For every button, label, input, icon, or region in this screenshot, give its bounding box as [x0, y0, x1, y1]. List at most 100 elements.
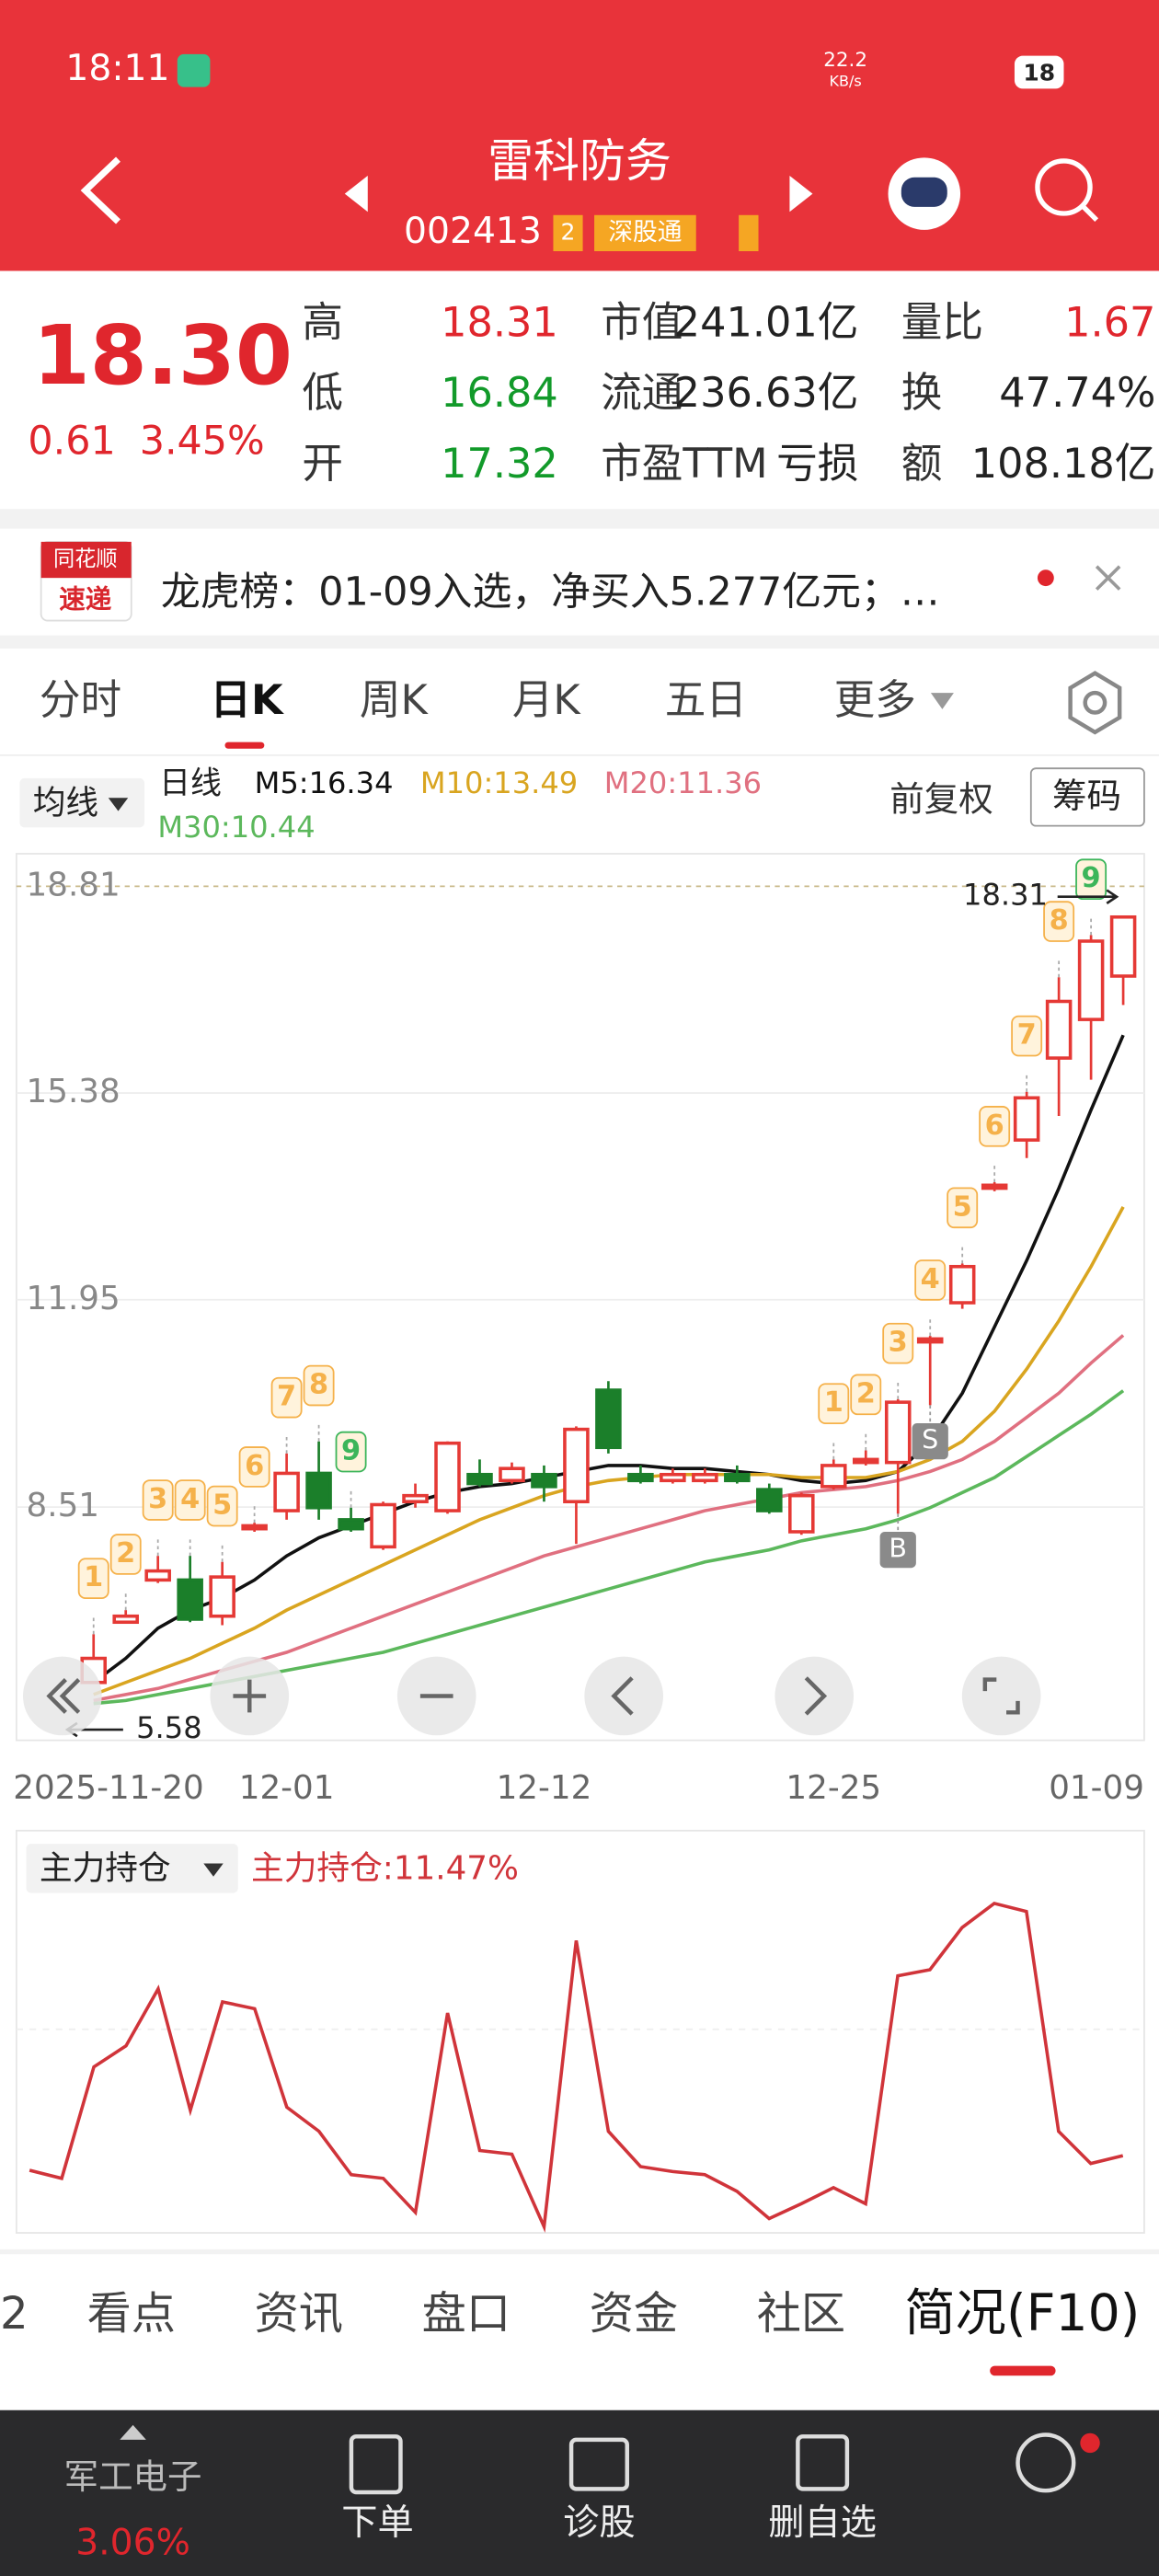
prev-stock[interactable]: [344, 175, 368, 213]
search-button[interactable]: [1035, 158, 1093, 216]
settings-button[interactable]: [1068, 671, 1122, 735]
td-label: 6: [985, 1110, 1004, 1142]
adjust[interactable]: 前复权: [889, 778, 993, 819]
td-marker: [1011, 1015, 1043, 1057]
diagnose-icon: [568, 2437, 629, 2491]
fullscreen-button[interactable]: [961, 1656, 1041, 1736]
candle-body: [1109, 914, 1137, 978]
signal-box: [879, 1531, 916, 1569]
candle-body: [499, 1466, 525, 1483]
scroll-left-icon: [611, 1676, 634, 1716]
status-time: 18:11: [65, 48, 169, 89]
ma-button-bg[interactable]: [19, 777, 145, 828]
info-tab[interactable]: 资讯: [255, 2288, 343, 2340]
td-label: 4: [180, 1483, 200, 1515]
td-label: 9: [1082, 862, 1101, 894]
fullscreen-icon: [982, 1677, 1020, 1715]
field-value: 236.63亿: [674, 369, 859, 417]
candle-body: [1045, 999, 1073, 1060]
info-tab[interactable]: 盘口: [422, 2288, 511, 2340]
divider: [0, 2248, 1159, 2255]
field-label: 开: [302, 440, 343, 488]
candle-body: [820, 1464, 847, 1489]
td-label: 8: [1050, 904, 1069, 937]
candle-body: [434, 1441, 461, 1512]
scroll-right-button[interactable]: [775, 1656, 855, 1736]
nav-item[interactable]: 下单: [341, 2502, 414, 2544]
scroll-left-button[interactable]: [584, 1656, 664, 1736]
indicator-selector-bg[interactable]: [26, 1844, 238, 1893]
period-tab[interactable]: 分时: [40, 676, 121, 724]
bottom-nav: 下单 诊股 删自选: [341, 2502, 877, 2544]
td-marker: [109, 1534, 142, 1575]
news-source-bottom: 速递: [59, 583, 112, 615]
news-text[interactable]: 龙虎榜：01-09入选，净买入5.277亿元；…: [161, 569, 940, 615]
chart-frame: [15, 853, 1145, 1742]
info-tab[interactable]: 2: [0, 2288, 29, 2340]
td-marker: [142, 1479, 174, 1521]
td-marker: [818, 1383, 850, 1424]
td-label: 1: [824, 1386, 843, 1419]
td-marker: [238, 1446, 270, 1488]
y-tick-label: 8.51: [27, 1487, 99, 1524]
next-stock[interactable]: [789, 175, 813, 213]
period-tabs: 分时 日K 周K 月K 五日 更多: [40, 676, 916, 724]
x-tick-label: 12-25: [786, 1769, 881, 1807]
candle-body: [692, 1472, 718, 1483]
chips-button-bg[interactable]: [1029, 767, 1145, 827]
info-tab[interactable]: 资金: [590, 2288, 678, 2340]
field-value: 16.84: [441, 369, 558, 417]
td-marker: [979, 1106, 1011, 1147]
ma-arrow: [108, 798, 129, 811]
period-tab[interactable]: 月K: [512, 676, 582, 724]
ma-button[interactable]: 均线: [33, 784, 98, 822]
divider: [0, 509, 1159, 529]
candle-body: [1013, 1096, 1040, 1142]
period-tab[interactable]: 周K: [360, 676, 430, 724]
net-speed: 22.2: [823, 49, 867, 72]
field-label: 市盈TTM: [601, 440, 767, 488]
app-icon: [177, 53, 211, 87]
kline-chart: 18.81 15.38 11.95 8.51 2025-11-20 12-01 12-12 1…: [13, 765, 1144, 1807]
menu-dot: [1080, 2432, 1100, 2454]
info-tab[interactable]: 简况(F10): [904, 2284, 1140, 2343]
td-label: 4: [921, 1263, 940, 1295]
td-label: 2: [856, 1377, 876, 1409]
candle-body: [627, 1472, 654, 1483]
settings-dot: [1083, 690, 1107, 715]
info-tab[interactable]: 看点: [87, 2288, 176, 2340]
y-tick-label: 11.95: [27, 1280, 120, 1317]
indicator-selector[interactable]: 主力持仓: [40, 1850, 171, 1888]
search-handle: [1082, 204, 1099, 223]
signal-box: [912, 1423, 948, 1460]
info-tab[interactable]: 社区: [757, 2288, 845, 2340]
td-label: 2: [116, 1537, 135, 1570]
x-tick-label: 2025-11-20: [13, 1769, 203, 1807]
low-label: 5.58: [136, 1710, 202, 1745]
period-tab[interactable]: 更多: [834, 676, 916, 724]
sector-name[interactable]: 军工电子: [64, 2456, 202, 2497]
td-label: 7: [1017, 1019, 1037, 1052]
td-marker: [914, 1259, 947, 1301]
td-marker: [303, 1364, 335, 1407]
stock-code: 002413: [404, 211, 542, 252]
chips-button[interactable]: 筹码: [1052, 776, 1121, 816]
td-marker: [947, 1187, 979, 1229]
candle-body: [305, 1471, 332, 1510]
period-tab[interactable]: 日K: [210, 676, 284, 724]
news-close[interactable]: [1095, 565, 1121, 591]
ma-line: [93, 1334, 1125, 1703]
nav-item[interactable]: 诊股: [563, 2502, 636, 2544]
candle-body: [338, 1518, 364, 1531]
field-label: 高: [302, 298, 343, 346]
scroll-right-icon: [804, 1676, 828, 1716]
indicator-chart: [29, 1901, 1124, 2234]
period-tab[interactable]: 五日: [665, 676, 747, 724]
menu-icon[interactable]: [1016, 2432, 1076, 2493]
ma-line: [93, 1206, 1125, 1696]
candle-body: [563, 1427, 590, 1504]
candle-body: [660, 1472, 686, 1483]
nav-item[interactable]: 删自选: [768, 2502, 877, 2544]
back-button[interactable]: [80, 156, 120, 224]
